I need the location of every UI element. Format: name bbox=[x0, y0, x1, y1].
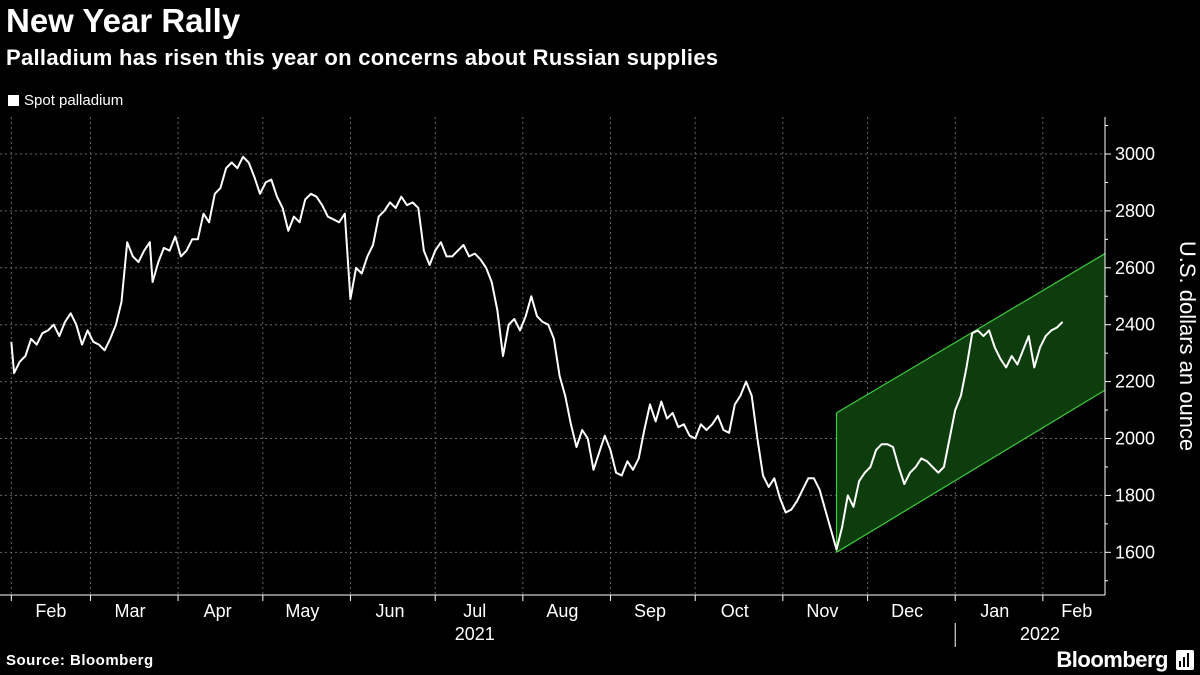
chart-subtitle: Palladium has risen this year on concern… bbox=[6, 45, 719, 70]
chart-title: New Year Rally bbox=[6, 2, 241, 39]
source-note: Source: Bloomberg bbox=[6, 652, 154, 669]
x-tick-label-1: Mar bbox=[115, 601, 146, 621]
y-tick-label-2200: 2200 bbox=[1115, 372, 1155, 392]
x-tick-label-0: Feb bbox=[35, 601, 66, 621]
y-tick-label-2800: 2800 bbox=[1115, 201, 1155, 221]
x-tick-label-7: Sep bbox=[634, 601, 666, 621]
channel-lower-line bbox=[836, 389, 1106, 553]
legend-swatch-spot-palladium bbox=[8, 95, 19, 106]
series-lines bbox=[10, 155, 1064, 551]
x-tick-label-3: May bbox=[285, 601, 319, 621]
chart-area: 1600 1800 2000 2200 2400 2600 2800 3000 Feb Mar Ap… bbox=[0, 117, 1200, 647]
y-tick-label-2400: 2400 bbox=[1115, 315, 1155, 335]
x-tick-label-9: Nov bbox=[806, 601, 838, 621]
y-tick-label-2600: 2600 bbox=[1115, 258, 1155, 278]
y-tick-label-3000: 3000 bbox=[1115, 144, 1155, 164]
x-tick-label-8: Oct bbox=[721, 601, 749, 621]
channel-upper-line bbox=[836, 253, 1106, 414]
channel-fill bbox=[836, 253, 1105, 553]
bloomberg-logo: Bloomberg bbox=[1056, 647, 1168, 672]
year-label-2022: 2022 bbox=[1020, 624, 1060, 644]
x-tick-label-2: Apr bbox=[204, 601, 232, 621]
x-tick-label-11: Jan bbox=[980, 601, 1009, 621]
x-tick-label-6: Aug bbox=[546, 601, 578, 621]
y-tick-label-1800: 1800 bbox=[1115, 485, 1155, 505]
x-tick-label-10: Dec bbox=[891, 601, 923, 621]
y-tick-label-2000: 2000 bbox=[1115, 429, 1155, 449]
trend-channel bbox=[835, 253, 1106, 553]
series-line-0 bbox=[10, 155, 1064, 551]
x-tick-label-12: Feb bbox=[1061, 601, 1092, 621]
legend-label-spot-palladium: Spot palladium bbox=[24, 92, 124, 109]
legend: Spot palladium bbox=[8, 92, 123, 109]
y-tick-label-1600: 1600 bbox=[1115, 542, 1155, 562]
x-tick-label-5: Jul bbox=[463, 601, 486, 621]
x-tick-label-4: Jun bbox=[375, 601, 404, 621]
axes: 1600 1800 2000 2200 2400 2600 2800 3000 Feb Mar Ap… bbox=[0, 117, 1155, 647]
bloomberg-badge-icon bbox=[1176, 650, 1194, 670]
y-axis-title: U.S. dollars an ounce bbox=[1175, 241, 1200, 451]
year-label-2021: 2021 bbox=[455, 624, 495, 644]
